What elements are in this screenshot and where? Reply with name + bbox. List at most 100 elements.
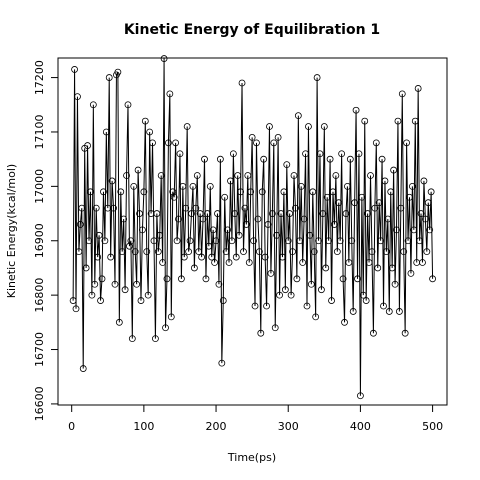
- point: [185, 248, 193, 256]
- point: [297, 182, 305, 190]
- point: [398, 90, 406, 98]
- point: [176, 150, 184, 158]
- point: [212, 237, 220, 245]
- point: [351, 199, 359, 207]
- point: [108, 177, 116, 185]
- point: [381, 177, 389, 185]
- point: [219, 297, 227, 304]
- point: [228, 237, 236, 245]
- point: [276, 291, 283, 299]
- point: [258, 188, 266, 196]
- point: [352, 106, 360, 114]
- point: [250, 237, 257, 245]
- point: [293, 275, 301, 283]
- point: [377, 237, 385, 245]
- point: [231, 210, 239, 217]
- point: [333, 248, 341, 256]
- point: [120, 215, 128, 223]
- point: [365, 259, 373, 266]
- point: [78, 204, 86, 212]
- point: [146, 128, 154, 136]
- point: [410, 226, 418, 234]
- y-axis-label: Kinetic Energy(kcal/mol): [5, 164, 18, 298]
- point: [267, 269, 275, 277]
- point: [338, 150, 346, 158]
- point: [95, 231, 103, 239]
- point: [380, 302, 387, 310]
- point: [424, 199, 432, 207]
- point: [309, 188, 317, 196]
- point: [391, 280, 399, 288]
- y-tick-label: 17100: [33, 114, 46, 149]
- point: [395, 308, 403, 315]
- point: [419, 259, 426, 266]
- point: [105, 74, 113, 81]
- point: [84, 142, 91, 149]
- point: [154, 248, 162, 256]
- y-tick-label: 16900: [33, 223, 46, 258]
- point: [385, 308, 393, 315]
- point: [253, 139, 260, 147]
- point: [325, 237, 333, 245]
- point: [261, 253, 269, 261]
- point: [188, 210, 195, 217]
- x-tick-label: 400: [350, 420, 371, 433]
- point: [130, 182, 138, 190]
- point: [342, 210, 350, 217]
- point: [203, 210, 211, 217]
- point: [420, 177, 428, 185]
- point: [139, 226, 146, 234]
- point: [244, 172, 252, 179]
- point: [190, 264, 198, 272]
- point: [411, 117, 419, 125]
- point: [141, 117, 149, 125]
- point: [357, 392, 364, 400]
- point: [329, 188, 337, 196]
- point: [403, 139, 411, 147]
- point: [173, 237, 181, 245]
- point: [89, 101, 97, 109]
- point: [416, 237, 423, 245]
- x-tick-label: 0: [68, 420, 75, 433]
- point: [234, 172, 242, 179]
- point: [245, 259, 253, 266]
- point: [257, 329, 265, 337]
- point: [144, 291, 152, 299]
- point: [140, 188, 148, 196]
- point: [346, 155, 354, 163]
- point: [408, 182, 416, 190]
- point: [260, 155, 268, 163]
- point: [289, 248, 296, 256]
- point: [332, 172, 340, 179]
- point: [152, 335, 159, 343]
- point: [97, 297, 104, 304]
- point: [387, 188, 395, 196]
- point: [136, 210, 143, 217]
- point: [193, 172, 201, 179]
- point: [394, 117, 402, 125]
- point: [123, 172, 130, 179]
- point: [92, 204, 100, 212]
- point: [195, 248, 203, 256]
- point: [421, 215, 429, 223]
- point: [306, 231, 314, 239]
- point: [121, 286, 129, 294]
- point: [322, 264, 330, 272]
- point: [229, 150, 237, 158]
- y-tick-label: 16800: [33, 278, 46, 313]
- y-tick-label: 17000: [33, 169, 46, 204]
- point: [318, 286, 325, 294]
- point: [111, 280, 119, 288]
- point: [165, 139, 172, 147]
- chart-title: Kinetic Energy of Equilibration 1: [124, 22, 380, 38]
- point: [156, 231, 164, 239]
- point: [205, 242, 213, 250]
- point: [331, 221, 338, 228]
- point: [401, 329, 409, 337]
- point: [238, 79, 246, 87]
- point: [94, 253, 102, 261]
- point: [355, 150, 363, 158]
- point: [299, 259, 307, 266]
- point: [305, 123, 312, 130]
- point: [182, 204, 190, 212]
